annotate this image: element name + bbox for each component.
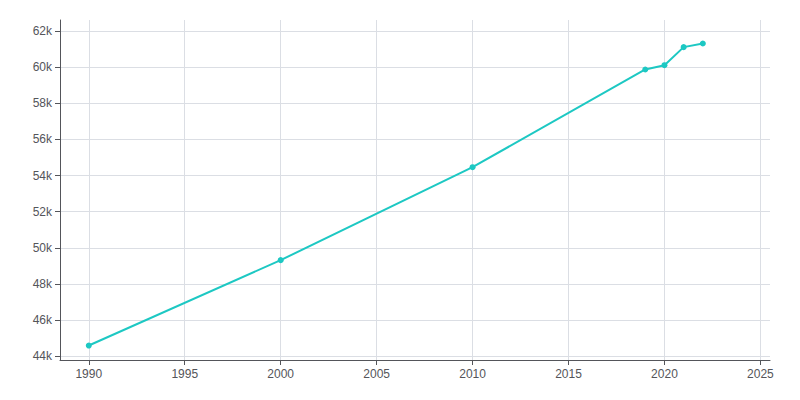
svg-text:1990: 1990: [75, 367, 102, 381]
svg-text:1995: 1995: [171, 367, 198, 381]
svg-text:46k: 46k: [33, 313, 53, 327]
svg-text:54k: 54k: [33, 169, 53, 183]
svg-text:44k: 44k: [33, 349, 53, 363]
svg-text:2010: 2010: [459, 367, 486, 381]
svg-text:52k: 52k: [33, 205, 53, 219]
svg-text:2000: 2000: [267, 367, 294, 381]
svg-text:48k: 48k: [33, 277, 53, 291]
svg-text:62k: 62k: [33, 24, 53, 38]
svg-text:60k: 60k: [33, 60, 53, 74]
svg-text:58k: 58k: [33, 96, 53, 110]
svg-text:50k: 50k: [33, 241, 53, 255]
svg-text:56k: 56k: [33, 132, 53, 146]
svg-text:2025: 2025: [747, 367, 774, 381]
svg-text:2020: 2020: [651, 367, 678, 381]
svg-text:2015: 2015: [555, 367, 582, 381]
svg-text:2005: 2005: [363, 367, 390, 381]
